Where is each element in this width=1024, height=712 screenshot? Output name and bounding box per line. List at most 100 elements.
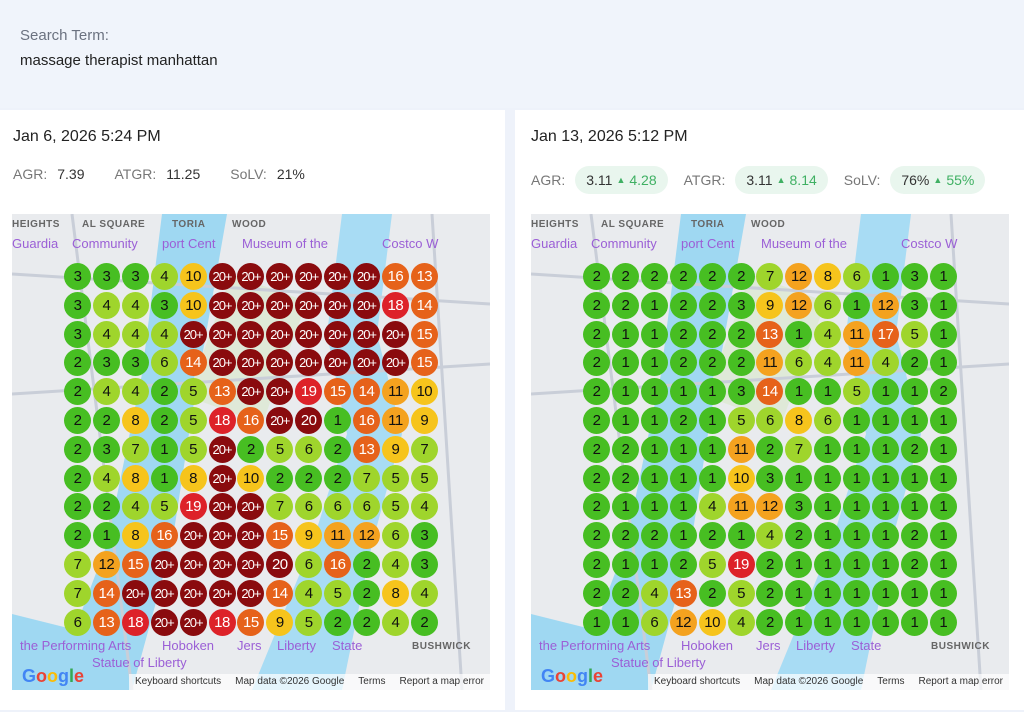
rank-pin[interactable]: 2 [611, 263, 639, 290]
rank-pin[interactable]: 2 [698, 263, 726, 290]
rank-pin[interactable]: 1 [583, 608, 610, 636]
rank-pin[interactable]: 20+ [208, 263, 236, 290]
rank-pin[interactable]: 8 [381, 579, 409, 607]
rank-pin[interactable]: 20+ [179, 579, 207, 607]
rank-pin[interactable]: 2 [295, 464, 323, 492]
rank-pin[interactable]: 1 [872, 407, 899, 434]
rank-pin[interactable]: 14 [179, 349, 207, 377]
rank-pin[interactable]: 4 [640, 579, 668, 607]
rank-pin[interactable]: 1 [843, 407, 871, 434]
rank-pin[interactable]: 20+ [179, 320, 207, 348]
rank-grid-map[interactable]: Museum of the Costco W the Performing Arts… [531, 214, 1009, 690]
rank-pin[interactable]: 20+ [266, 349, 294, 377]
rank-pin[interactable]: 18 [381, 291, 409, 319]
rank-pin[interactable]: 6 [324, 493, 352, 521]
rank-pin[interactable]: 10 [410, 378, 438, 406]
rank-pin[interactable]: 7 [353, 464, 380, 492]
rank-pin[interactable]: 2 [324, 464, 352, 492]
rank-pin[interactable]: 9 [266, 608, 294, 636]
rank-pin[interactable]: 2 [611, 522, 639, 550]
rank-pin[interactable]: 20+ [179, 551, 207, 578]
rank-pin[interactable]: 2 [583, 522, 610, 550]
rank-pin[interactable]: 16 [353, 407, 380, 434]
rank-pin[interactable]: 9 [410, 407, 438, 434]
rank-pin[interactable]: 6 [353, 493, 380, 521]
rank-pin[interactable]: 7 [410, 435, 438, 463]
rank-pin[interactable]: 6 [640, 608, 668, 636]
rank-pin[interactable]: 5 [266, 435, 294, 463]
rank-pin[interactable]: 1 [640, 407, 668, 434]
rank-pin[interactable]: 20+ [324, 349, 352, 377]
rank-pin[interactable]: 14 [266, 579, 294, 607]
rank-pin[interactable]: 1 [611, 407, 639, 434]
rank-pin[interactable]: 2 [266, 464, 294, 492]
rank-pin[interactable]: 14 [410, 291, 438, 319]
rank-pin[interactable]: 3 [410, 551, 438, 578]
rank-pin[interactable]: 2 [669, 349, 697, 377]
rank-pin[interactable]: 4 [814, 320, 842, 348]
rank-pin[interactable]: 3 [727, 291, 755, 319]
rank-pin[interactable]: 15 [410, 320, 438, 348]
rank-pin[interactable]: 20+ [266, 378, 294, 406]
rank-pin[interactable]: 5 [727, 407, 755, 434]
rank-pin[interactable]: 12 [669, 608, 697, 636]
rank-pin[interactable]: 20+ [237, 551, 265, 578]
rank-pin[interactable]: 20+ [381, 320, 409, 348]
rank-pin[interactable]: 1 [929, 464, 957, 492]
rank-pin[interactable]: 2 [669, 320, 697, 348]
rank-pin[interactable]: 20+ [208, 320, 236, 348]
rank-pin[interactable]: 2 [150, 407, 178, 434]
rank-pin[interactable]: 4 [295, 579, 323, 607]
rank-pin[interactable]: 2 [583, 320, 610, 348]
rank-pin[interactable]: 2 [669, 551, 697, 578]
rank-pin[interactable]: 20+ [381, 349, 409, 377]
rank-pin[interactable]: 1 [640, 435, 668, 463]
rank-pin[interactable]: 2 [698, 320, 726, 348]
rank-pin[interactable]: 2 [583, 435, 610, 463]
rank-pin[interactable]: 2 [64, 349, 91, 377]
rank-pin[interactable]: 1 [814, 493, 842, 521]
map-footer-link[interactable]: Report a map error [918, 676, 1003, 687]
rank-pin[interactable]: 1 [872, 608, 899, 636]
rank-pin[interactable]: 8 [179, 464, 207, 492]
rank-pin[interactable]: 1 [929, 608, 957, 636]
rank-pin[interactable]: 1 [843, 522, 871, 550]
rank-pin[interactable]: 9 [295, 522, 323, 550]
rank-pin[interactable]: 2 [611, 579, 639, 607]
rank-pin[interactable]: 2 [756, 435, 784, 463]
rank-pin[interactable]: 1 [872, 579, 899, 607]
rank-pin[interactable]: 1 [814, 522, 842, 550]
rank-pin[interactable]: 6 [150, 349, 178, 377]
rank-pin[interactable]: 7 [64, 551, 91, 578]
rank-pin[interactable]: 2 [929, 378, 957, 406]
rank-pin[interactable]: 4 [92, 378, 120, 406]
rank-pin[interactable]: 2 [727, 320, 755, 348]
rank-pin[interactable]: 20+ [353, 320, 380, 348]
rank-pin[interactable]: 2 [583, 551, 610, 578]
rank-pin[interactable]: 4 [756, 522, 784, 550]
rank-pin[interactable]: 20+ [179, 522, 207, 550]
rank-pin[interactable]: 20+ [324, 291, 352, 319]
rank-pin[interactable]: 1 [929, 263, 957, 290]
rank-pin[interactable]: 1 [814, 608, 842, 636]
rank-pin[interactable]: 1 [843, 579, 871, 607]
rank-pin[interactable]: 2 [583, 291, 610, 319]
rank-pin[interactable]: 2 [611, 464, 639, 492]
rank-pin[interactable]: 1 [698, 464, 726, 492]
rank-pin[interactable]: 18 [208, 608, 236, 636]
rank-pin[interactable]: 6 [381, 522, 409, 550]
rank-pin[interactable]: 4 [121, 291, 149, 319]
rank-pin[interactable]: 11 [381, 378, 409, 406]
rank-pin[interactable]: 2 [150, 378, 178, 406]
rank-pin[interactable]: 1 [669, 493, 697, 521]
rank-pin[interactable]: 12 [353, 522, 380, 550]
rank-pin[interactable]: 20+ [295, 291, 323, 319]
rank-pin[interactable]: 4 [150, 320, 178, 348]
rank-pin[interactable]: 2 [92, 407, 120, 434]
rank-pin[interactable]: 1 [611, 320, 639, 348]
map-footer-link[interactable]: Map data ©2026 Google [754, 676, 864, 687]
rank-pin[interactable]: 20+ [208, 349, 236, 377]
rank-pin[interactable]: 20+ [208, 579, 236, 607]
rank-pin[interactable]: 11 [756, 349, 784, 377]
rank-pin[interactable]: 20+ [266, 407, 294, 434]
